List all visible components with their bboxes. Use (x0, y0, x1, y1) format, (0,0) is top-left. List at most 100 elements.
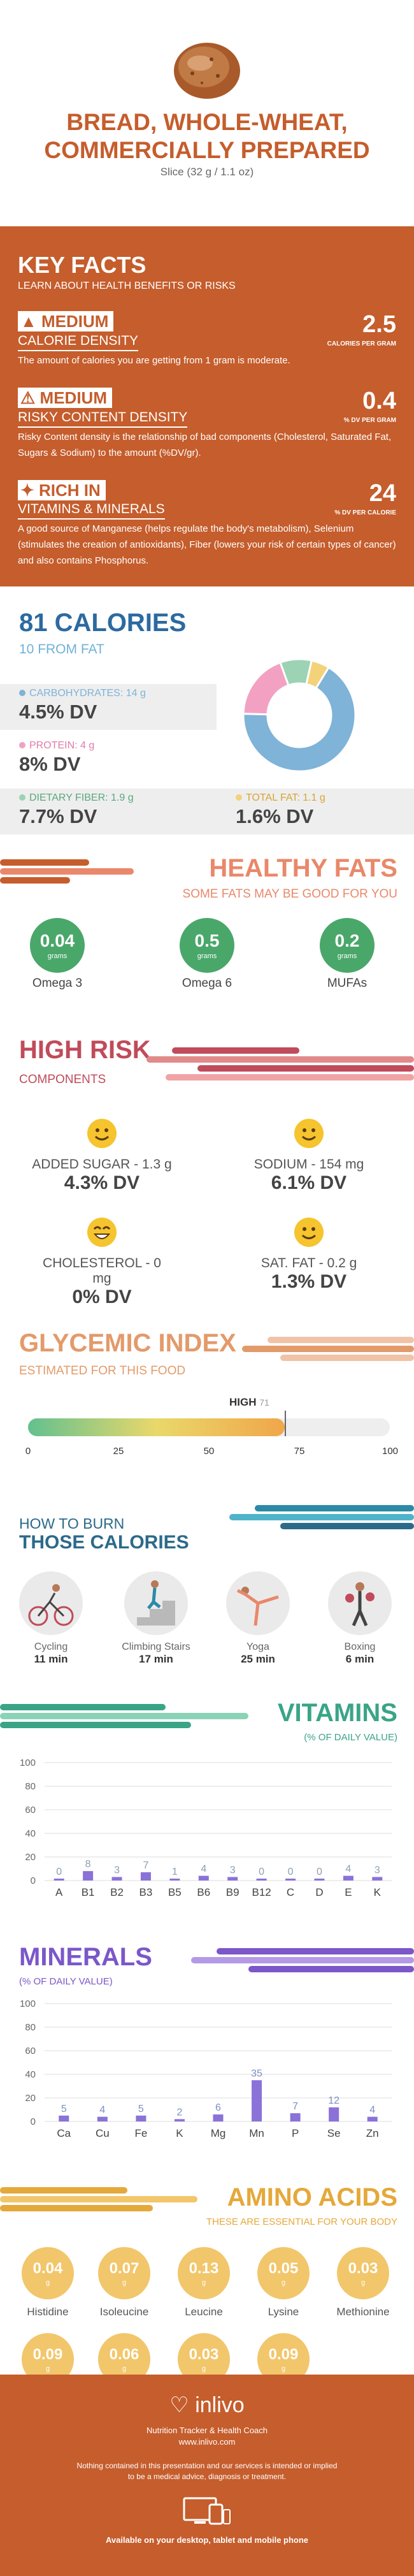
amino-value: 0.03 (189, 2346, 219, 2363)
sat-fat-label: SAT. FAT - 0.2 g (261, 1256, 357, 1270)
glycemic-tick-label: 50 (203, 1446, 215, 1457)
minerals-bar-p (290, 2113, 301, 2121)
header: BREAD, WHOLE-WHEAT, COMMERCIALLY PREPARE… (0, 0, 414, 178)
calorie-density-value: 2.5 (362, 311, 396, 338)
fat-omega6: 0.5 grams Omega 6 (169, 918, 245, 991)
boxing-name: Boxing (344, 1641, 376, 1652)
sodium-label: SODIUM - 154 mg (253, 1157, 364, 1172)
grin-face-icon (87, 1218, 117, 1247)
high-risk-title: HIGH RISK (19, 1036, 151, 1064)
vitamins-value-label: 8 (85, 1859, 91, 1870)
minerals-y-tick-label: 80 (25, 2022, 36, 2033)
carbs-dv: 4.5% DV (19, 701, 97, 723)
boxing-icon (328, 1571, 392, 1635)
smile-face-icon (87, 1119, 117, 1148)
vitamins-bar-b6 (198, 1875, 209, 1881)
vitamins-category-label: A (55, 1886, 63, 1898)
risk-sodium: SODIUM - 154 mg 6.1% DV (239, 1119, 379, 1194)
donut-slice-total-fat (305, 659, 331, 690)
vitamins-category-label: E (345, 1886, 352, 1898)
vitamins-value-label: 0 (259, 1867, 264, 1877)
warning-icon: ⚠ (20, 388, 36, 407)
calorie-density-badge: ▲ MEDIUM (18, 311, 114, 331)
vitamins-section: VITAMINS (% OF DAILY VALUE) 0 20 40 60 80 100… (0, 1699, 414, 1922)
macro-donut-chart (242, 658, 357, 773)
rich-in-value: 24 (369, 480, 396, 507)
vitamins-bar-a (54, 1879, 64, 1881)
added-sugar-label: ADDED SUGAR - 1.3 g (32, 1157, 172, 1172)
protein-dot-icon (19, 742, 25, 748)
amino-name: Lysine (268, 2306, 299, 2318)
vitamins-value-label: 7 (143, 1860, 149, 1871)
amino-unit: g (122, 2279, 127, 2287)
risk-cholesterol: CHOLESTEROL - 0 mg 0% DV (32, 1218, 172, 1308)
amino-value: 0.05 (268, 2260, 299, 2277)
vitamins-bar-b3 (140, 1872, 151, 1881)
fiber-label: DIETARY FIBER: 1.9 g (29, 792, 134, 803)
key-facts-section: KEY FACTS LEARN ABOUT HEALTH BENEFITS OR… (0, 226, 414, 586)
amino-value: 0.06 (109, 2346, 139, 2363)
glycemic-tick-label: 100 (382, 1446, 399, 1457)
cholesterol-label: CHOLESTEROL - 0 mg (43, 1256, 161, 1286)
added-sugar-dv: 4.3% DV (64, 1172, 140, 1193)
amino-unit: g (201, 2365, 206, 2373)
serving-size: Slice (32 g / 1.1 oz) (160, 166, 254, 178)
amino-name: Isoleucine (99, 2306, 149, 2318)
rich-in-desc: A good source of Manganese (helps regula… (18, 523, 396, 566)
omega3-name: Omega 3 (32, 977, 83, 990)
vitamins-value-label: 3 (230, 1865, 236, 1875)
vitamins-value-label: 1 (172, 1867, 178, 1877)
amino-unit: g (360, 2279, 366, 2287)
amino-subtitle: THESE ARE ESSENTIAL FOR YOUR BODY (206, 2216, 397, 2227)
amino-bubble: 0.05 g (257, 2247, 310, 2299)
vitamins-bar-b1 (83, 1871, 94, 1881)
minerals-category-label: P (292, 2127, 299, 2139)
minerals-category-label: Mg (211, 2127, 226, 2139)
vitamins-value-label: 3 (114, 1865, 120, 1875)
amino-acid-lysine: 0.05 g Lysine (248, 2247, 318, 2318)
fiber-dv: 7.7% DV (19, 805, 97, 827)
vitamins-y-tick-label: 0 (31, 1875, 36, 1886)
cycling-time: 11 min (34, 1653, 68, 1665)
amino-unit: g (45, 2279, 50, 2287)
vitamins-bar-b2 (111, 1877, 122, 1881)
calories-section: 81 CALORIES 10 FROM FAT CARBOHYDRATES: 1… (0, 609, 414, 834)
burn-section: HOW TO BURN THOSE CALORIES Cycling 11 mi… (0, 1501, 414, 1692)
vitamins-bar-b9 (227, 1877, 238, 1881)
glycemic-level: HIGH 71 (229, 1396, 269, 1408)
yoga-icon (226, 1571, 290, 1635)
amino-acid-isoleucine: 0.07 g Isoleucine (89, 2247, 159, 2318)
footer-tagline: Nutrition Tracker & Health Coach (146, 2426, 268, 2435)
minerals-category-label: Se (327, 2127, 341, 2139)
footer-url[interactable]: www.inlivo.com (178, 2437, 236, 2447)
risk-added-sugar: ADDED SUGAR - 1.3 g 4.3% DV (32, 1119, 172, 1194)
vitamins-category-label: B5 (168, 1886, 182, 1898)
amino-unit: g (281, 2365, 286, 2373)
risky-density-badge: ⚠ MEDIUM (18, 388, 112, 408)
omega6-name: Omega 6 (182, 977, 232, 990)
minerals-y-tick-label: 60 (25, 2046, 36, 2056)
minerals-bar-chart: 0 20 40 60 80 100 5 Ca 4 Cu 5 Fe 2 K 6 Mg 35 Mn 7 P 12 Se 4 Zn (20, 1998, 392, 2139)
minerals-y-tick-label: 0 (31, 2116, 36, 2127)
cycling-name: Cycling (34, 1641, 68, 1652)
glycemic-section: GLYCEMIC INDEX ESTIMATED FOR THIS FOOD H… (0, 1329, 414, 1476)
vitamins-y-tick-label: 20 (25, 1852, 36, 1863)
fat-mufas: 0.2 grams MUFAs (309, 918, 385, 991)
key-facts-title: KEY FACTS (18, 252, 146, 278)
footer-brand: ♡ inlivo (169, 2393, 245, 2417)
minerals-bar-zn (367, 2116, 378, 2121)
omega6-value: 0.5 (194, 931, 220, 950)
key-facts-subtitle: LEARN ABOUT HEALTH BENEFITS OR RISKS (18, 280, 236, 291)
calorie-density-label: CALORIE DENSITY (18, 333, 139, 351)
minerals-bar-ca (59, 2115, 69, 2121)
glycemic-marker (285, 1411, 287, 1436)
burn-title-line2: THOSE CALORIES (19, 1532, 189, 1553)
amino-acid-methionine: 0.03 g Methionine (328, 2247, 398, 2318)
risk-stripes (146, 1047, 414, 1081)
footer-disclaimer-2: to be a medical advice, diagnosis or tre… (127, 2472, 287, 2481)
vitamins-category-label: C (287, 1886, 294, 1898)
donut-slice-protein (242, 661, 290, 716)
glycemic-title: GLYCEMIC INDEX (19, 1329, 236, 1357)
amino-name: Histidine (27, 2306, 69, 2318)
fat-dot-icon (236, 794, 242, 801)
